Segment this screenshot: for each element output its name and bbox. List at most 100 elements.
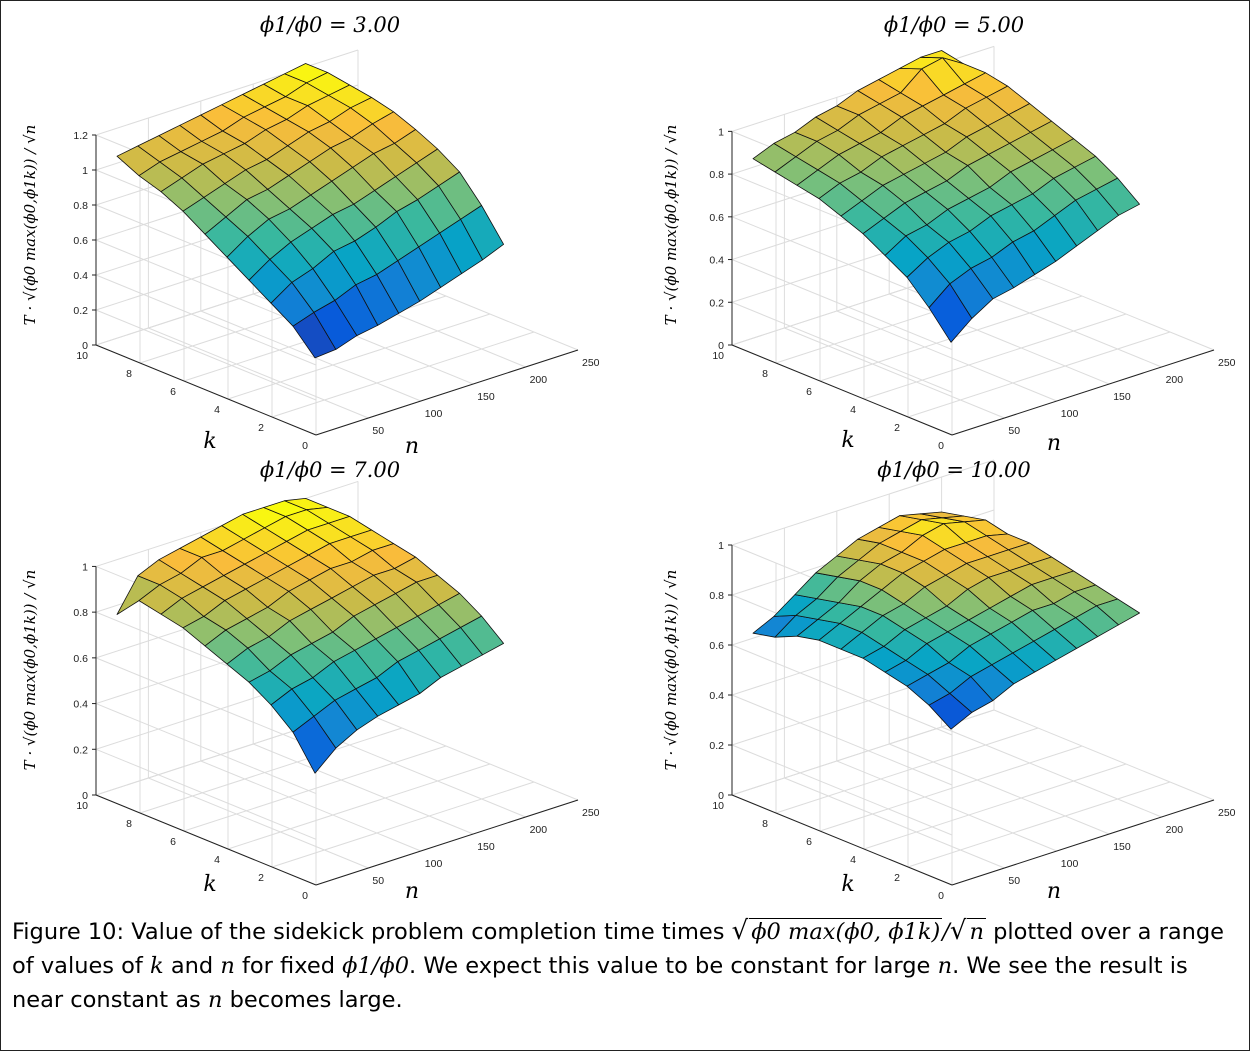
grid-line [731,216,953,308]
y-axis-line [731,344,953,436]
x-axis-line [315,349,579,436]
caption-divide: / [942,919,950,945]
z-tick-label: 0.4 [709,255,724,267]
z-axis-label: T · √(ϕ0 max(ϕ0,ϕ1k)) / √n [662,570,680,771]
sqrt-symbol-icon: √ [731,916,749,946]
caption-text-5: . We expect this value to be constant fo… [409,953,931,979]
caption-ratio: ϕ1/ϕ0 [342,953,410,979]
y-tick-label: 0 [938,890,944,902]
z-tick-label: 0.4 [709,690,724,702]
z-axis-label: T · √(ϕ0 max(ϕ0,ϕ1k)) / √n [662,125,680,326]
caption-sqrt-n: n [967,918,986,945]
z-tick-label: 1 [718,126,724,138]
y-tick-label: 0 [938,440,944,452]
y-tick-label: 10 [76,800,88,812]
y-tick-label: 2 [258,872,264,884]
x-axis-label: n [1047,431,1061,456]
x-tick-label: 150 [1113,391,1131,403]
grid-line [863,313,1127,400]
surface-facet [1096,598,1140,626]
grid-line [148,327,369,419]
z-tick-label: 0.2 [709,740,724,752]
z-tick-label: 0.8 [73,200,88,212]
grid-line [271,331,535,418]
grid-line [863,763,1127,850]
y-axis-label: k [841,428,854,453]
caption-var-n: n [220,953,235,979]
surface-facet [460,205,505,261]
x-axis-label: n [405,879,419,904]
z-axis-label: T · √(ϕ0 max(ϕ0,ϕ1k)) / √n [21,570,39,771]
caption-text-7: becomes large. [229,987,403,1013]
y-tick-label: 0 [302,440,308,452]
grid-line [907,781,1171,868]
y-tick-label: 8 [126,368,132,380]
grid-line [731,744,953,836]
grid-line [731,694,953,786]
caption-var-n-3: n [207,987,223,1013]
z-tick-label: 1 [718,540,724,552]
grid-line [95,309,317,401]
y-axis-label: k [203,429,216,454]
y-axis-label: k [841,872,854,897]
plot-title: ϕ1/ϕ0 = 3.00 [260,13,400,37]
grid-line [200,310,421,402]
grid-line [731,459,995,546]
z-tick-label: 1 [82,165,88,177]
z-tick-label: 0.8 [709,590,724,602]
grid-line [993,709,1215,801]
grid-line [253,743,474,835]
grid-line [95,49,359,136]
grid-line [731,644,953,736]
y-axis-line [95,344,317,436]
x-tick-label: 100 [1061,408,1079,420]
z-tick-label: 0.4 [73,270,88,282]
z-tick-label: 0.8 [709,169,724,181]
z-tick-label: 0.4 [73,699,88,711]
x-axis-label: n [1047,879,1061,904]
grid-line [95,657,317,749]
z-tick-label: 0.6 [709,212,724,224]
grid-line [200,760,421,852]
x-axis-line [951,349,1215,436]
grid-line [889,293,1110,385]
x-tick-label: 50 [372,875,384,887]
y-tick-label: 10 [76,350,88,362]
y-axis-line [95,794,317,886]
figure-caption: Figure 10: Value of the sidekick problem… [12,914,1244,1017]
x-tick-label: 250 [1218,357,1236,369]
y-tick-label: 8 [126,818,132,830]
x-tick-label: 50 [372,425,384,437]
grid-line [784,777,1005,869]
surface [752,511,1140,730]
x-tick-label: 50 [1008,875,1020,887]
y-tick-label: 4 [850,854,856,866]
caption-var-n-2: n [937,953,953,979]
grid-line [889,743,1110,835]
caption-sqrt-argument: ϕ0 max(ϕ0, ϕ1k) [749,918,943,945]
x-tick-label: 200 [1166,824,1184,836]
grid-line [95,239,317,331]
grid-line [907,331,1171,418]
x-tick-label: 250 [1218,807,1236,819]
z-tick-label: 0 [718,340,724,352]
z-tick-label: 0.2 [73,305,88,317]
y-tick-label: 4 [214,404,220,416]
x-tick-label: 150 [477,391,495,403]
y-axis-line [731,794,953,886]
x-tick-label: 150 [1113,841,1131,853]
y-tick-label: 6 [806,386,812,398]
x-tick-label: 100 [425,858,443,870]
grid-line [139,727,403,814]
x-tick-label: 250 [582,807,600,819]
x-tick-label: 100 [425,408,443,420]
plot-title: ϕ1/ϕ0 = 5.00 [884,13,1024,37]
surface [116,63,505,359]
y-tick-label: 2 [258,422,264,434]
grid-line [941,726,1162,818]
z-tick-label: 0 [82,340,88,352]
grid-line [357,709,579,801]
grid-line [95,748,317,840]
z-tick-label: 1.2 [73,130,88,142]
y-tick-label: 8 [762,368,768,380]
